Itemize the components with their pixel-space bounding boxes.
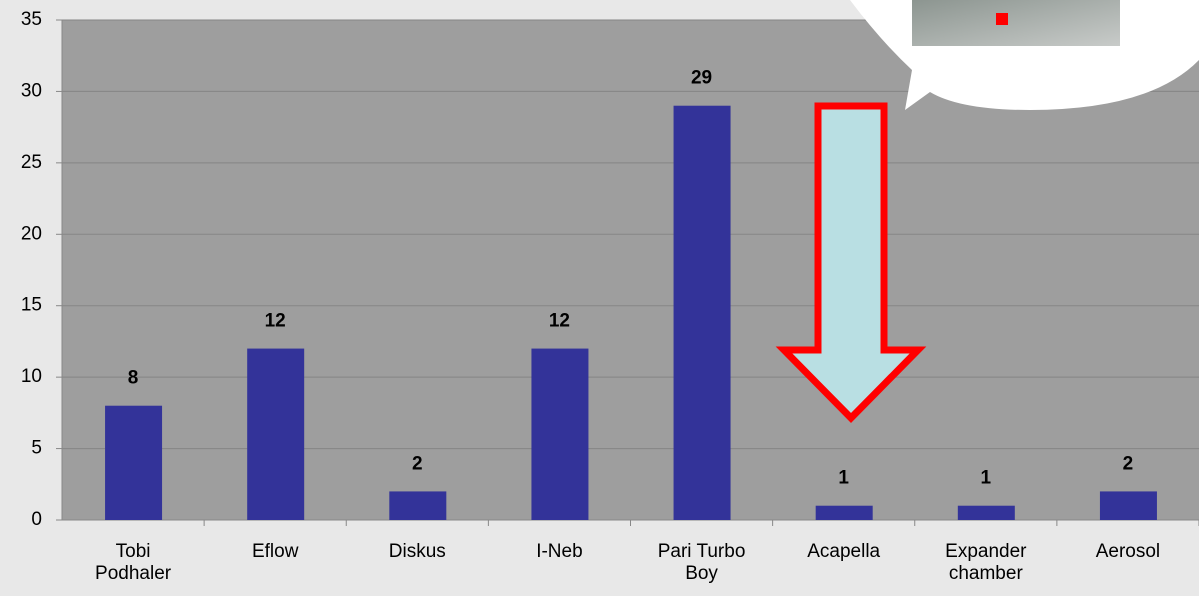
bar [247, 349, 304, 520]
data-label: 29 [691, 68, 712, 89]
data-label: 1 [838, 468, 849, 489]
bar [816, 506, 873, 520]
data-label: 1 [981, 468, 992, 489]
x-tick-label: Acapella [789, 541, 899, 563]
y-tick-label: 5 [31, 438, 42, 459]
y-tick-label: 35 [21, 9, 42, 30]
data-label: 12 [549, 311, 570, 332]
x-tick-label: Eflow [220, 541, 330, 563]
data-label: 12 [265, 311, 286, 332]
page: {"chart_data": {"type": "bar", "categori… [0, 0, 1199, 596]
y-tick-label: 10 [21, 366, 42, 387]
thumbnail-marker [996, 13, 1008, 25]
x-tick-label: I-Neb [504, 541, 614, 563]
thumbnail-image [912, 0, 1120, 46]
y-tick-label: 30 [21, 80, 42, 101]
x-tick-label: Tobi Podhaler [78, 541, 188, 585]
x-tick-label: Expander chamber [931, 541, 1041, 585]
y-tick-label: 20 [21, 223, 42, 244]
x-tick-label: Diskus [362, 541, 472, 563]
y-tick-label: 25 [21, 152, 42, 173]
data-label: 2 [1123, 453, 1134, 474]
x-tick-label: Pari Turbo Boy [647, 541, 757, 585]
y-tick-label: 15 [21, 295, 42, 316]
chart: 0510152025303581221229112 [0, 0, 1199, 596]
bar [1100, 491, 1157, 520]
bar [105, 406, 162, 520]
bar [958, 506, 1015, 520]
bar [389, 491, 446, 520]
y-tick-label: 0 [31, 509, 42, 530]
data-label: 8 [128, 368, 139, 389]
data-label: 2 [412, 453, 423, 474]
bar [674, 106, 731, 520]
bar [531, 349, 588, 520]
x-tick-label: Aerosol [1073, 541, 1183, 563]
